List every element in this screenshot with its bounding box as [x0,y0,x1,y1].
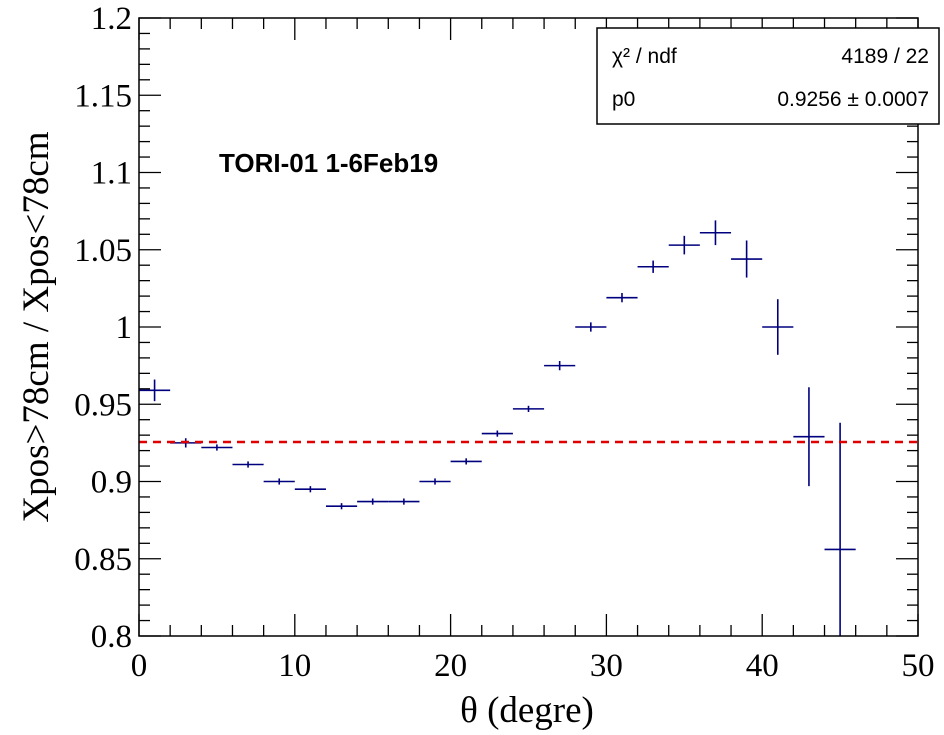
y-tick-label: 1.15 [74,78,132,114]
data-point [232,461,264,468]
y-tick-label: 0.9 [91,465,132,501]
data-point [450,458,482,465]
data-point [606,293,638,303]
x-axis-label: θ (degre) [460,690,594,731]
stats-box-frame [596,27,940,125]
data-point [201,444,233,451]
x-tick-label: 30 [590,648,623,684]
y-tick-label: 0.95 [74,387,132,423]
data-point [699,220,732,246]
plot-annotation: TORI-01 1-6Feb19 [219,148,438,178]
x-tick-label: 10 [278,648,311,684]
data-point [575,322,607,332]
data-point [325,503,358,510]
stats-p0-label: p0 [612,88,635,111]
data-point [481,430,513,437]
y-tick-label: 1.1 [91,156,132,192]
x-tick-label: 20 [434,648,467,684]
data-point [668,235,700,255]
data-point [388,498,420,505]
plot-frame [138,17,919,637]
stats-box: χ² / ndf 4189 / 22 p0 0.9256 ± 0.0007 [596,27,940,125]
y-axis-label: Xpos>78cm / Xpos<78cm [16,131,57,522]
data-point [357,498,389,505]
data-series [139,220,856,636]
stats-chi2-value: 4189 / 22 [841,45,929,68]
stats-chi2-label: χ² / ndf [612,45,677,68]
data-point [793,387,825,487]
data-point [762,299,794,355]
data-point [263,478,295,485]
data-point [824,422,856,636]
y-tick-label: 1 [116,310,133,346]
y-tick-label: 1.2 [91,1,132,37]
y-tick-labels: 0.8 0.85 0.9 0.95 1 1.05 1.1 1.15 1.2 [74,1,132,655]
x-tick-label: 50 [902,648,935,684]
y-tick-label: 0.8 [91,619,132,655]
data-point [731,240,763,278]
x-tick-labels: 0 10 20 30 40 50 [131,648,935,684]
data-point [637,260,669,273]
data-point [512,405,545,412]
data-point [294,486,326,493]
data-point [544,360,576,371]
data-point [419,478,451,485]
x-tick-label: 0 [131,648,148,684]
data-point [139,379,171,402]
y-tick-label: 1.05 [74,233,132,269]
x-tick-label: 40 [746,648,779,684]
y-tick-label: 0.85 [74,542,132,578]
stats-p0-value: 0.9256 ± 0.0007 [777,88,929,111]
